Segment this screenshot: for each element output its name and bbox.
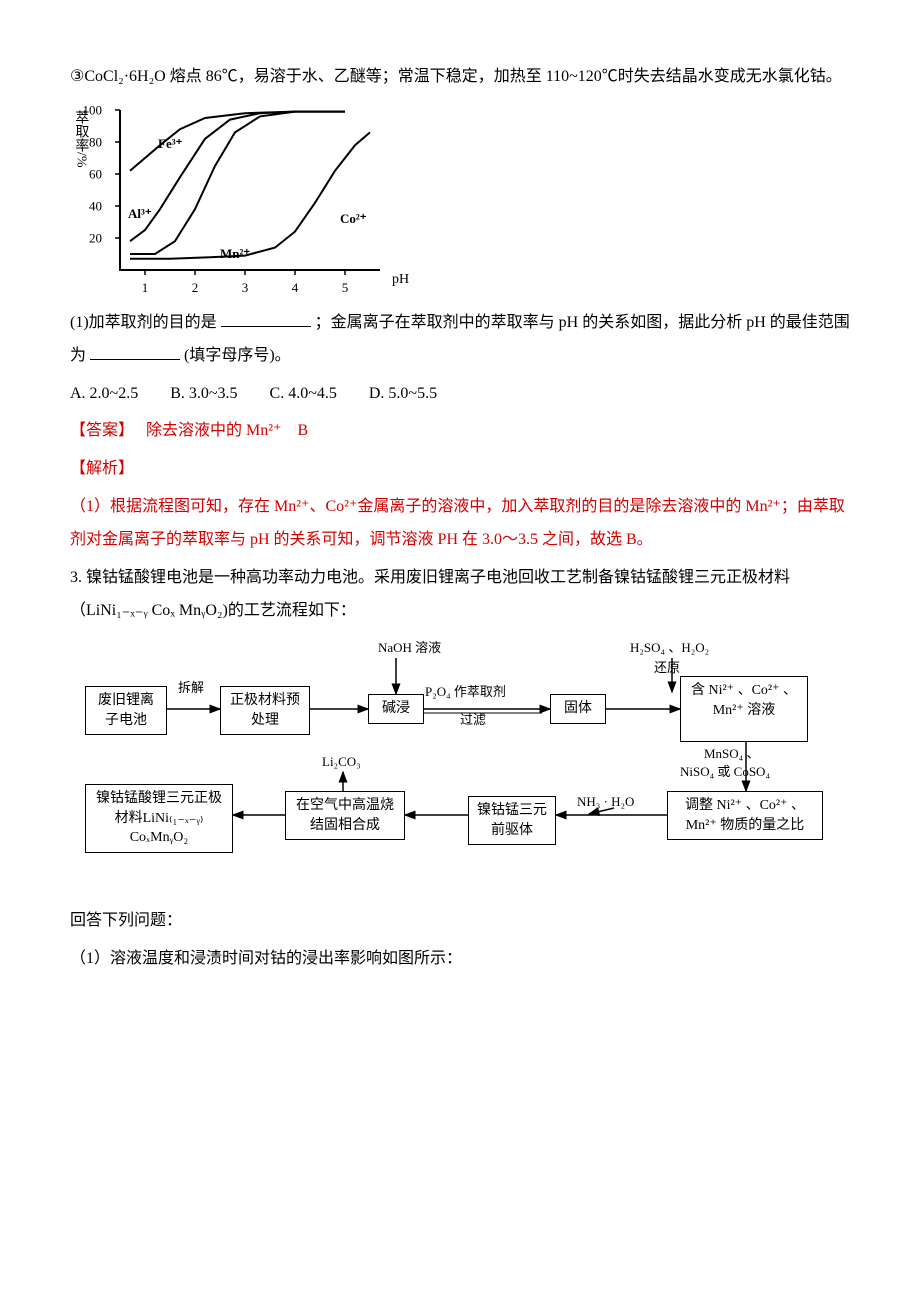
- note-cocl2-text: ③CoCl₂·6H₂O 熔点 86℃，易溶于水、乙醚等；常温下稳定，加热至 11…: [70, 68, 842, 85]
- flow-box-b1: 废旧锂离子电池: [85, 686, 167, 735]
- q3-intro: 3. 镍钴锰酸锂电池是一种高功率动力电池。采用废旧锂离子电池回收工艺制备镍钴锰酸…: [70, 561, 850, 628]
- q1-answer-2: B: [298, 422, 309, 439]
- answer-label: 【答案】: [70, 422, 134, 439]
- chart1-ylabel: 萃取率/%: [66, 110, 95, 168]
- flow-box-b2: 正极材料预处理: [220, 686, 310, 735]
- q1-blank-2: [90, 343, 180, 360]
- flow-box-b7: 镍钴锰三元前驱体: [468, 796, 556, 845]
- process-flow-diagram: 废旧锂离子电池 正极材料预处理 碱浸 固体 含 Ni²⁺ 、Co²⁺ 、Mn²⁺ 溶液调…: [80, 636, 840, 896]
- flow-box-b8: 在空气中高温烧结固相合成: [285, 791, 405, 840]
- q1-opt-a: A. 2.0~2.5: [70, 385, 138, 402]
- flow-box-b4: 固体: [550, 694, 606, 724]
- q1-stem-a: (1)加萃取剂的目的是: [70, 314, 217, 331]
- q1-opt-b: B. 3.0~3.5: [170, 385, 237, 402]
- q1-answer: 【答案】 除去溶液中的 Mn²⁺ B: [70, 414, 850, 448]
- q1-opt-d: D. 5.0~5.5: [369, 385, 437, 402]
- flow-label-l_naoh: NaOH 溶液: [378, 640, 441, 656]
- q1-stem-c: (填字母序号)。: [184, 347, 291, 364]
- flow-box-b3: 碱浸: [368, 694, 424, 724]
- flow-label-l_chaijie: 拆解: [178, 680, 204, 696]
- q1-options: A. 2.0~2.5 B. 3.0~3.5 C. 4.0~4.5 D. 5.0~…: [70, 377, 850, 411]
- chart1-xlabel: pH: [392, 265, 409, 294]
- q1-analysis: （1）根据流程图可知，存在 Mn²⁺、Co²⁺金属离子的溶液中，加入萃取剂的目的…: [70, 490, 850, 557]
- flow-box-b6: 调整 Ni²⁺ 、Co²⁺ 、Mn²⁺ 物质的量之比: [667, 791, 823, 840]
- q1-stem: (1)加萃取剂的目的是 ；金属离子在萃取剂中的萃取率与 pH 的关系如图，据此分…: [70, 306, 850, 373]
- flow-label-l_reduce: 还原: [654, 660, 680, 676]
- q3-after: 回答下列问题：: [70, 904, 850, 938]
- flow-label-l_mnso4: MnSO₄ 、: [704, 746, 759, 762]
- flow-label-l_p2o4: P₂O₄ 作萃取剂: [425, 684, 506, 700]
- q1-opt-c: C. 4.0~4.5: [270, 385, 337, 402]
- flow-label-l_nh3: NH₃ · H₂O: [577, 794, 634, 810]
- analysis-label: 【解析】: [70, 452, 850, 486]
- flow-box-b5: 含 Ni²⁺ 、Co²⁺ 、Mn²⁺ 溶液: [680, 676, 808, 742]
- extraction-rate-chart: 2040608010012345Fe³⁺Al³⁺Mn²⁺Co²⁺萃取率/%pH: [70, 100, 430, 300]
- flow-label-l_niso4: NiSO₄ 或 CoSO₄: [680, 764, 770, 780]
- flow-label-l_h2so4: H₂SO₄ 、H₂O₂: [630, 640, 709, 656]
- q1-blank-1: [221, 310, 311, 327]
- flow-label-l_li2co3: Li₂CO₃: [322, 754, 361, 770]
- flow-box-b9: 镍钴锰酸锂三元正极材料LiNi₍₁₋ₓ₋ᵧ₎CoₓMnᵧO₂: [85, 784, 233, 853]
- note-cocl2: ③CoCl₂·6H₂O 熔点 86℃，易溶于水、乙醚等；常温下稳定，加热至 11…: [70, 60, 850, 94]
- flow-label-l_guolv: 过滤: [460, 712, 486, 728]
- q1-answer-1: 除去溶液中的 Mn²⁺: [146, 422, 281, 439]
- q3-sub1: （1）溶液温度和浸渍时间对钴的浸出率影响如图所示：: [70, 942, 850, 976]
